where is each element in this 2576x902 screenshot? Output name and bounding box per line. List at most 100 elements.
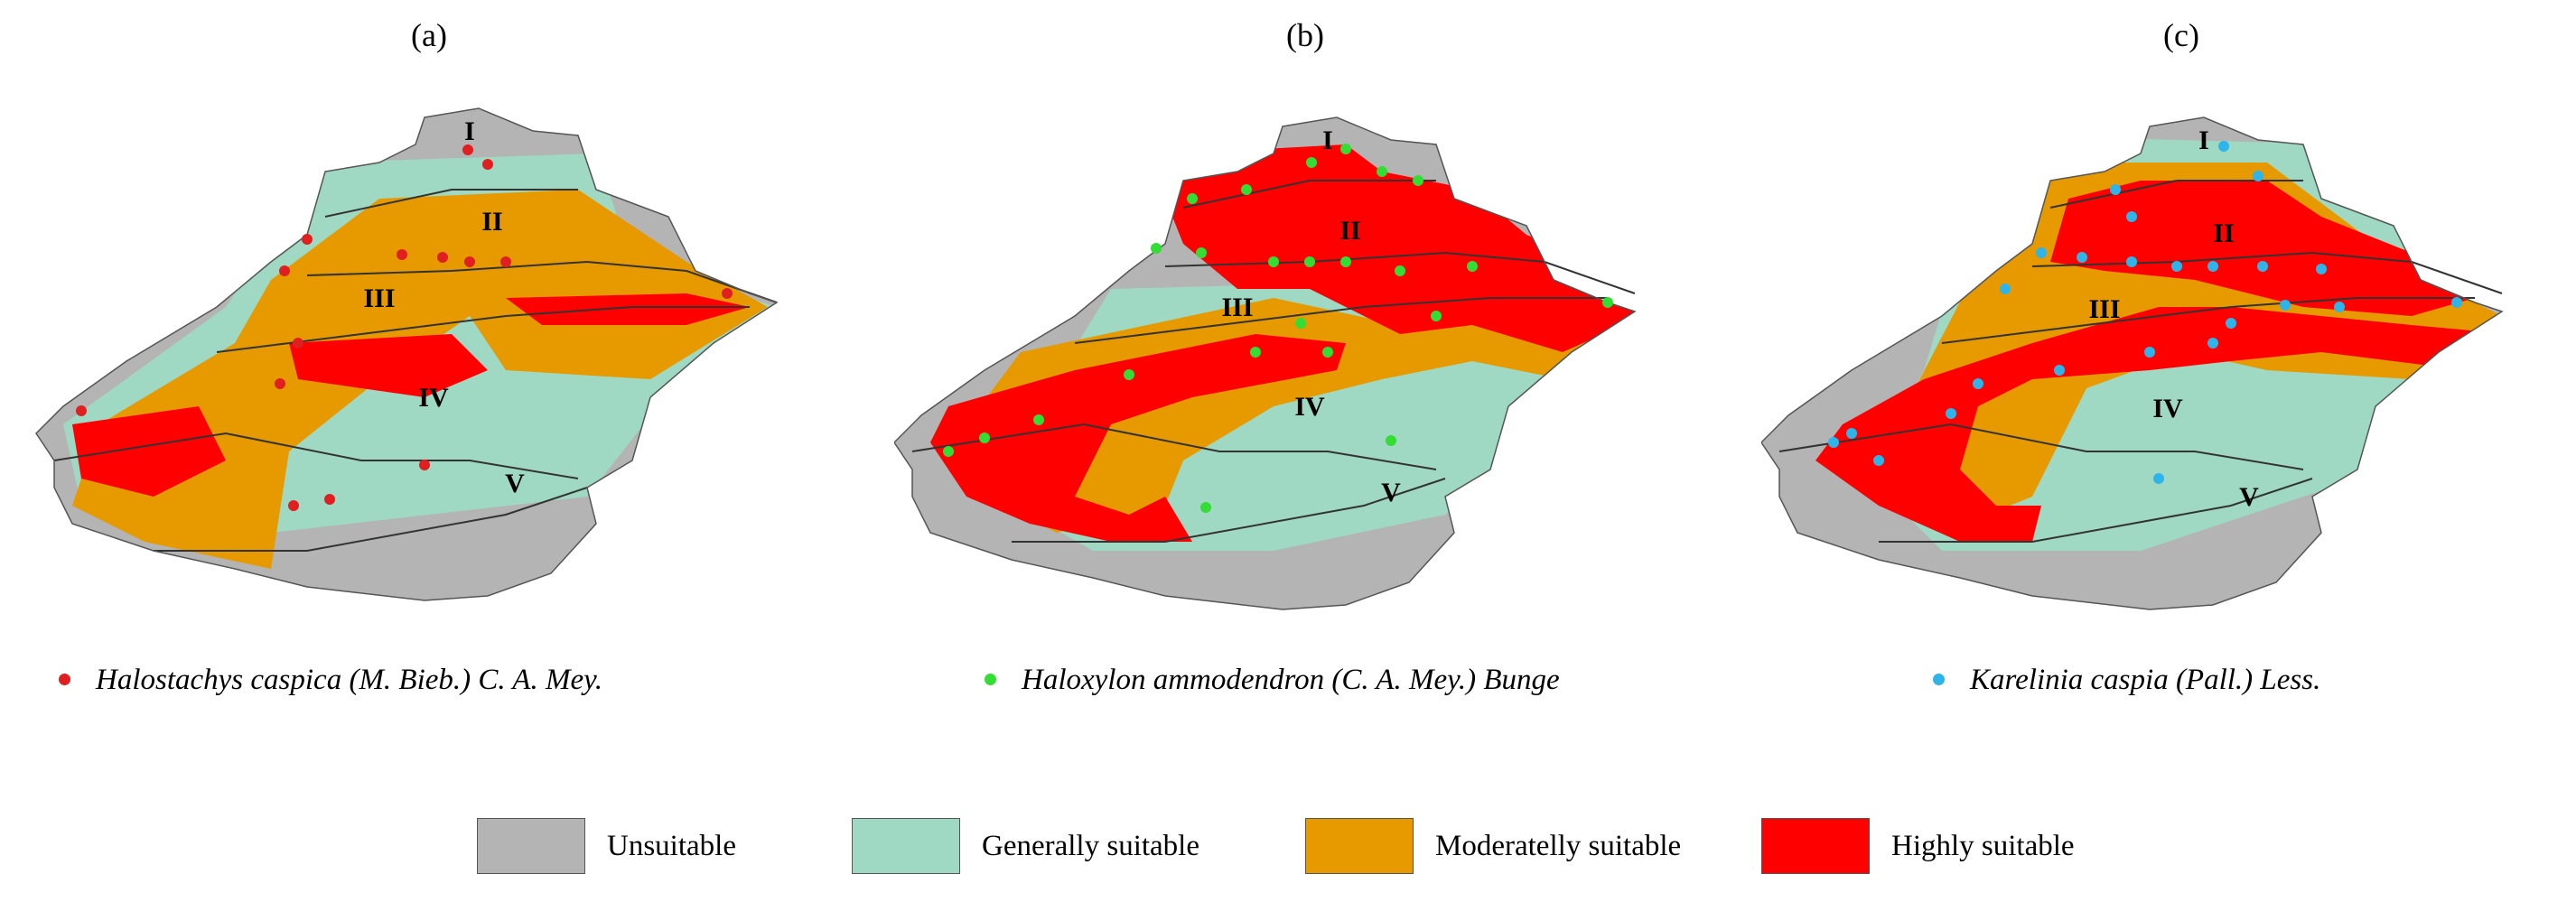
species-name: Halostachys caspica (M. Bieb.) C. A. Mey…: [96, 664, 603, 696]
region-label-V: V: [505, 469, 525, 498]
occurrence-point: [462, 144, 473, 155]
occurrence-point: [2451, 297, 2462, 308]
legend-item-generally: Generally suitable: [852, 816, 1199, 876]
occurrence-point: [1386, 435, 1396, 446]
occurrence-point: [2126, 256, 2137, 267]
occurrence-point: [1200, 502, 1211, 513]
suitability-legend: Unsuitable Generally suitable Moderatell…: [0, 816, 2576, 879]
species-marker-icon: [985, 673, 996, 685]
legend-label: Highly suitable: [1891, 829, 2075, 862]
occurrence-point: [1196, 247, 1207, 258]
legend-item-unsuitable: Unsuitable: [477, 816, 736, 876]
region-label-IV: IV: [418, 383, 449, 413]
occurrence-point: [293, 338, 303, 349]
occurrence-point: [2144, 347, 2155, 358]
occurrence-point: [324, 494, 335, 505]
occurrence-point: [2226, 318, 2236, 329]
highly-suitable-area: [930, 334, 1346, 542]
occurrence-point: [979, 432, 990, 443]
occurrence-point: [2110, 184, 2121, 195]
occurrence-point: [2316, 264, 2327, 274]
species-marker-icon: [1933, 673, 1945, 685]
occurrence-point: [1828, 437, 1839, 448]
highly-suitable-area: [1815, 307, 2502, 542]
legend-item-highly: Highly suitable: [1761, 816, 2075, 876]
moderately-suitable-area: [72, 190, 768, 569]
occurrence-point: [76, 405, 87, 416]
occurrence-points: [76, 144, 733, 511]
legend-label: Unsuitable: [607, 829, 736, 862]
region-label-II: II: [1339, 216, 1360, 246]
occurrence-point: [1033, 414, 1044, 425]
occurrence-point: [1250, 347, 1261, 358]
occurrence-point: [288, 500, 299, 511]
region-label-II: II: [481, 207, 502, 237]
swatch-unsuitable: [477, 818, 585, 874]
panel-label-c: (c): [2163, 17, 2199, 53]
species-legend-a: Halostachys caspica (M. Bieb.) C. A. Mey…: [59, 664, 602, 697]
region-label-III: III: [2088, 294, 2120, 324]
region-boundary: [911, 180, 1636, 543]
occurrence-point: [1467, 261, 1478, 272]
region-label-IV: IV: [2152, 394, 2183, 423]
region-label-IV: IV: [1294, 392, 1325, 422]
occurrence-point: [1187, 193, 1198, 204]
occurrence-point: [397, 249, 407, 260]
occurrence-point: [500, 256, 511, 267]
legend-label: Generally suitable: [982, 829, 1199, 862]
occurrence-points: [1828, 141, 2462, 484]
region-label-V: V: [2239, 482, 2259, 512]
occurrence-point: [2253, 171, 2263, 181]
highly-suitable-area: [506, 293, 750, 325]
highly-suitable-area: [1165, 144, 1635, 352]
occurrence-point: [2036, 247, 2047, 258]
legend-item-moderately: Moderatelly suitable: [1305, 816, 1681, 876]
occurrence-point: [279, 265, 290, 276]
species-name: Karelinia caspia (Pall.) Less.: [1970, 664, 2321, 696]
suitability-map-b: I II III IV V: [894, 116, 1637, 610]
panel-label-a: (a): [411, 17, 447, 53]
legend-label: Moderatelly suitable: [1435, 829, 1682, 862]
region-label-V: V: [1381, 478, 1401, 507]
occurrence-point: [1340, 256, 1351, 267]
moderately-suitable-area: [966, 298, 1617, 533]
occurrence-point: [943, 446, 954, 457]
xinjiang-outline: [1761, 116, 2504, 610]
occurrence-point: [1377, 166, 1387, 177]
map-panel-c: (c) I II III IV V: [1761, 0, 2576, 713]
occurrence-points: [943, 144, 1613, 513]
suitability-map-a: I II III IV V: [35, 107, 779, 601]
occurrence-point: [1268, 256, 1279, 267]
occurrence-point: [1946, 408, 1956, 419]
swatch-highly: [1761, 818, 1870, 874]
swatch-moderately: [1305, 818, 1414, 874]
occurrence-point: [419, 460, 430, 470]
occurrence-point: [1973, 378, 1983, 389]
occurrence-point: [1306, 157, 1317, 168]
occurrence-point: [2054, 365, 2065, 376]
occurrence-point: [1413, 175, 1423, 186]
occurrence-point: [2077, 252, 2087, 263]
xinjiang-outline: [894, 116, 1637, 610]
species-legend-b: Haloxylon ammodendron (C. A. Mey.) Bunge: [985, 664, 1560, 697]
region-boundary: [1778, 180, 2503, 543]
occurrence-point: [275, 378, 285, 389]
occurrence-point: [1151, 243, 1162, 254]
region-label-I: I: [464, 116, 475, 146]
occurrence-point: [2280, 300, 2291, 311]
occurrence-point: [1846, 428, 1857, 439]
species-marker-icon: [59, 673, 70, 685]
occurrence-point: [2334, 302, 2345, 312]
species-name: Haloxylon ammodendron (C. A. Mey.) Bunge: [1022, 664, 1560, 696]
occurrence-point: [464, 256, 475, 267]
occurrence-point: [1295, 318, 1306, 329]
occurrence-point: [2218, 141, 2229, 152]
occurrence-point: [1873, 455, 1884, 466]
region-label-III: III: [1221, 293, 1253, 322]
occurrence-point: [1322, 347, 1333, 358]
region-label-I: I: [2198, 126, 2209, 155]
region-label-I: I: [1322, 126, 1333, 155]
region-label-II: II: [2213, 219, 2234, 248]
region-label-III: III: [363, 284, 395, 313]
occurrence-point: [1431, 311, 1442, 321]
